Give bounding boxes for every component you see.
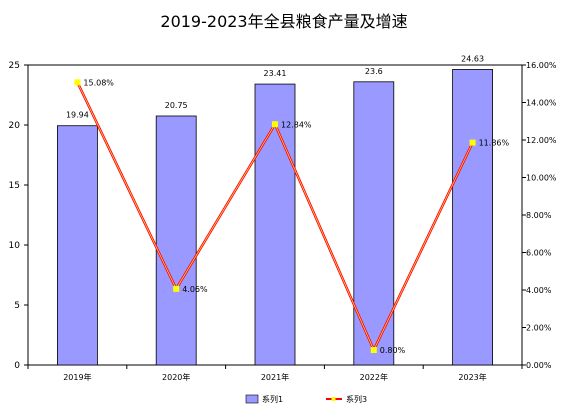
y-right-tick-label: 14.00% [526, 99, 557, 108]
y-right-tick-label: 10.00% [526, 174, 557, 183]
bar-data-label: 23.6 [365, 67, 383, 76]
legend-label-line: 系列3 [346, 394, 367, 404]
line-marker [469, 139, 476, 146]
bar-data-label: 23.41 [264, 69, 287, 78]
bar-data-label: 24.63 [461, 54, 484, 63]
bar [452, 69, 494, 366]
x-tick-label: 2019年 [63, 372, 91, 382]
bar-data-label: 19.94 [66, 111, 89, 120]
chart-title: 2019-2023年全县粮食产量及增速 [160, 12, 407, 31]
x-tick-label: 2021年 [261, 372, 289, 382]
line-data-label: 11.86% [479, 139, 510, 148]
y-right-tick-label: 2.00% [526, 324, 552, 333]
axes: 0 5 10 15 20 25 0.00% 2.00% 4.00% 6.00% 8.00% 10.00… [9, 61, 557, 382]
x-tick-label: 2023年 [458, 372, 486, 382]
y-left-tick-label: 0 [14, 361, 20, 371]
y-left-tick-label: 10 [9, 241, 21, 251]
y-left-tick-label: 25 [9, 61, 20, 71]
legend: 系列1 系列3 [245, 394, 367, 404]
legend-label-bar: 系列1 [262, 394, 283, 404]
line-marker [74, 79, 81, 86]
line-marker [173, 285, 180, 292]
bar [57, 125, 98, 366]
line-series: 15.08% 4.06% 12.84% 0.80% 11.86% [74, 78, 510, 355]
line-data-label: 4.06% [182, 285, 208, 294]
line-data-label: 0.80% [380, 346, 406, 355]
y-left-tick-label: 5 [14, 301, 20, 311]
x-tick-label: 2022年 [360, 372, 388, 382]
bar-series: 19.94 20.75 23.41 23.6 24.63 [57, 54, 494, 366]
y-right-tick-label: 16.00% [526, 61, 557, 70]
bar [155, 115, 197, 366]
y-left-tick-label: 15 [9, 181, 20, 191]
y-right-tick-label: 8.00% [526, 211, 552, 220]
bar-data-label: 20.75 [165, 101, 188, 110]
y-left-tick-label: 20 [9, 121, 21, 131]
line-marker [272, 121, 278, 128]
y-right-tick-label: 0.00% [526, 361, 552, 370]
legend-swatch-bar [245, 394, 259, 404]
bar [254, 83, 296, 366]
y-right-tick-label: 4.00% [526, 286, 552, 295]
line-data-label: 15.08% [83, 78, 114, 87]
y-right-tick-label: 6.00% [526, 249, 552, 258]
line-data-label: 12.84% [281, 120, 312, 129]
x-tick-label: 2020年 [162, 372, 190, 382]
legend-swatch-marker [331, 397, 336, 401]
line-marker [370, 347, 377, 353]
y-right-tick-label: 12.00% [526, 136, 557, 145]
